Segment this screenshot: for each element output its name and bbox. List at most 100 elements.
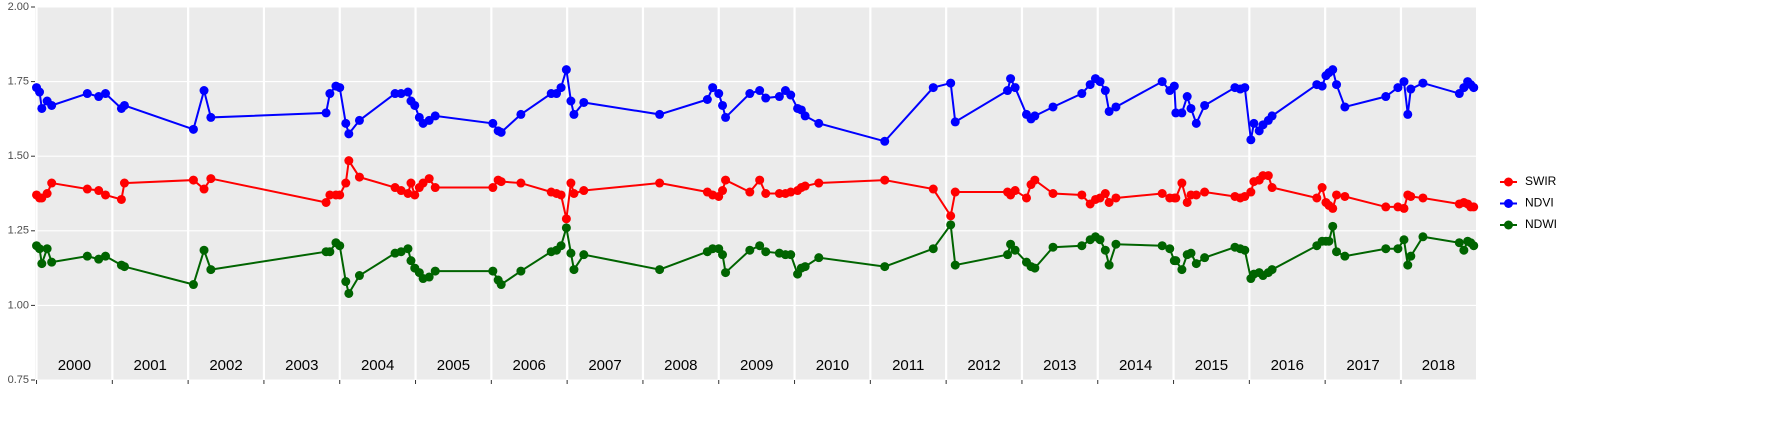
point [1403,260,1413,270]
point [950,260,960,270]
point [569,109,579,119]
point [1169,81,1179,91]
year-label: 2004 [361,357,394,374]
point [946,78,956,88]
point [1399,235,1409,245]
point [341,178,351,188]
point [1459,245,1469,255]
year-label: 2000 [58,357,91,374]
point [119,262,129,272]
point [47,100,57,110]
point [1246,187,1256,197]
point [1100,245,1110,255]
point [1340,191,1350,201]
point [556,190,566,200]
point [579,250,589,260]
point [800,262,810,272]
point [1191,190,1201,200]
point [579,97,589,107]
legend-point [1504,177,1513,187]
point [1111,102,1121,112]
point [1381,202,1391,212]
point [556,241,566,251]
point [1010,186,1020,196]
point [516,109,526,119]
point [556,83,566,93]
year-label: 2016 [1271,357,1304,374]
point [1406,191,1416,201]
point [100,89,110,99]
panel-background [35,7,1476,380]
point [1332,247,1342,257]
point [1165,244,1175,254]
point [755,175,765,185]
point [1171,193,1181,203]
point [354,115,364,125]
point [1393,244,1403,254]
point [950,117,960,127]
point [1317,183,1327,193]
point [119,178,129,188]
year-label: 2011 [892,357,924,374]
point [1312,193,1322,203]
point [1267,111,1277,121]
point [1111,193,1121,203]
point [116,194,126,204]
point [880,175,890,185]
point [1003,86,1013,96]
year-label: 2012 [967,357,1000,374]
point [82,184,92,194]
point [430,111,440,121]
point [344,288,354,298]
point [721,112,731,122]
point [928,83,938,93]
point [410,190,420,200]
point [1399,203,1409,213]
point [396,89,406,99]
legend-label: NDWI [1525,217,1557,231]
point [354,172,364,182]
y-tick-label: 1.50 [8,150,29,162]
point [1469,241,1479,251]
point [341,118,351,128]
point [1030,175,1040,185]
y-tick-label: 2.00 [8,1,29,13]
point [119,100,129,110]
year-label: 2006 [513,357,546,374]
point [199,86,209,96]
point [561,214,571,224]
point [37,259,47,269]
point [1332,80,1342,90]
point [335,83,345,93]
point [708,83,718,93]
year-label: 2013 [1043,357,1076,374]
point [1240,245,1250,255]
point [335,241,345,251]
point [1186,248,1196,258]
point [1006,74,1016,84]
point [566,178,576,188]
point [800,181,810,191]
point [37,103,47,113]
point [561,65,571,75]
year-label: 2003 [285,357,318,374]
point [946,211,956,221]
point [1021,193,1031,203]
point [341,277,351,287]
point [47,178,57,188]
point [579,186,589,196]
point [1200,100,1210,110]
point [35,87,45,97]
point [406,256,416,266]
point [761,189,771,198]
point [321,108,331,118]
point [424,272,434,282]
point [488,266,498,276]
point [1406,251,1416,261]
point [1200,187,1210,197]
point [1263,171,1273,181]
point [94,186,104,196]
point [1077,190,1087,200]
point [47,257,57,267]
point [1267,183,1277,193]
